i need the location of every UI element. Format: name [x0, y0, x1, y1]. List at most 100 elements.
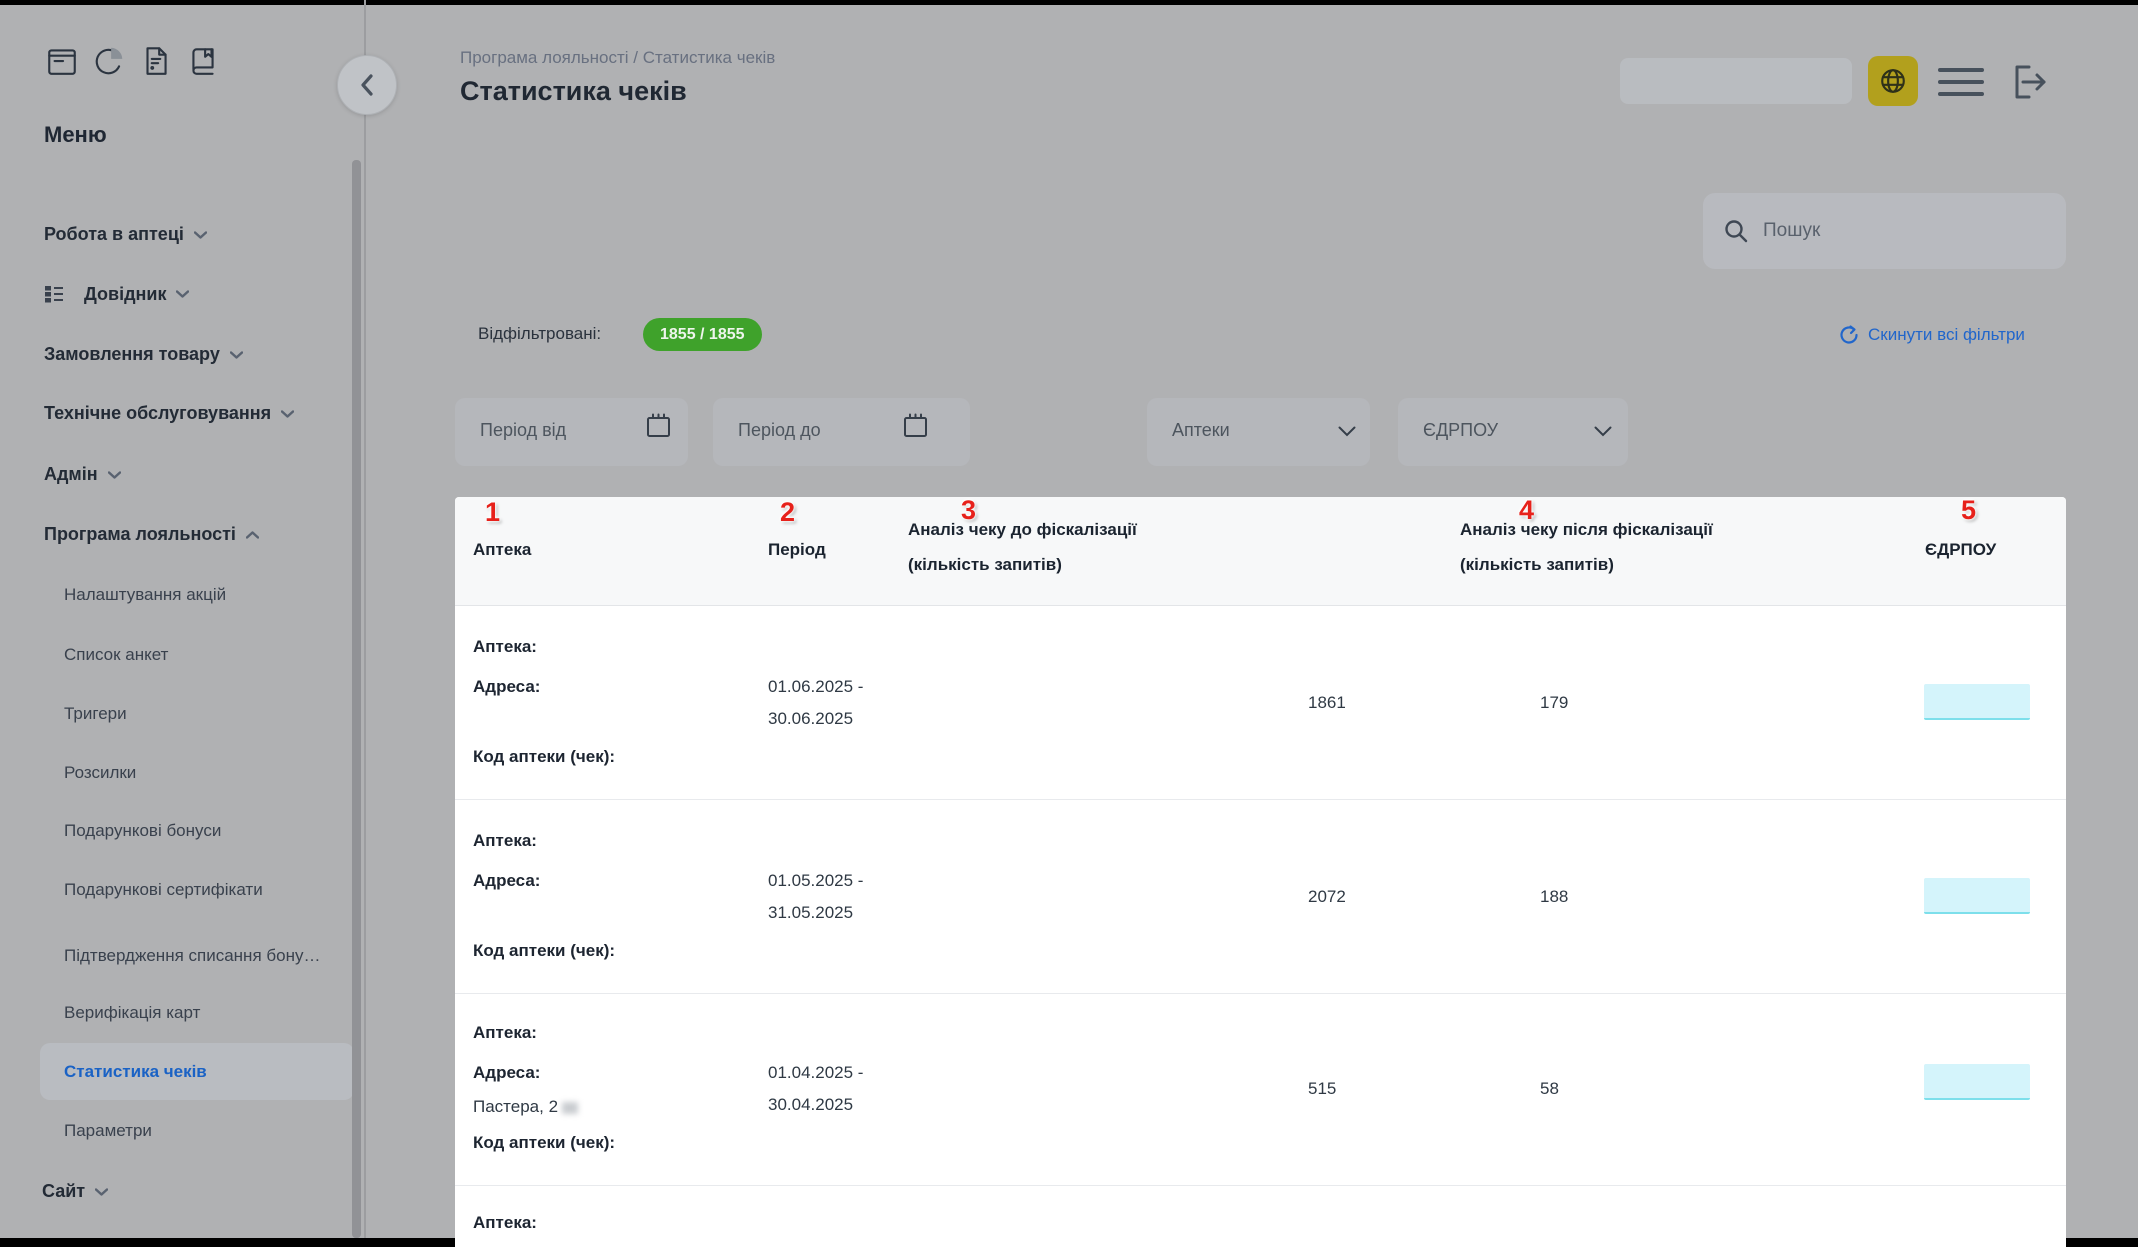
chevron-down-icon	[95, 1187, 109, 1196]
sidebar-item-statystyka-chekiv[interactable]: Статистика чеків	[64, 1062, 207, 1081]
code-label: Код аптеки (чек):	[473, 1133, 616, 1152]
hamburger-menu-button[interactable]	[1938, 68, 1984, 96]
address-label: Адреса:	[473, 871, 541, 890]
period-to: 30.04.2025	[768, 1095, 854, 1114]
column-header-pre-fiscal-line1: Аналіз чеку до фіскалізації	[908, 520, 1137, 539]
archive-box-icon[interactable]	[45, 44, 79, 78]
chevron-down-icon	[193, 230, 207, 239]
table-row: Аптека: Адреса: Код аптеки (чек): 01.05.…	[455, 800, 2066, 994]
sidebar-quick-icons	[45, 44, 220, 78]
chevron-up-icon	[245, 530, 259, 539]
search-placeholder: Пошук	[1763, 220, 1821, 241]
column-header-period: Період	[768, 540, 826, 559]
sidebar-scrollbar[interactable]	[352, 160, 361, 1238]
sidebar-active-highlight	[40, 1043, 354, 1100]
period-from: 01.06.2025 -	[768, 677, 864, 696]
filter-period-from[interactable]: Період від	[455, 398, 688, 466]
pharmacy-label: Аптека:	[473, 1213, 537, 1232]
table-row: Аптека:	[455, 1185, 2066, 1247]
receipts-statistics-table: 1 2 3 4 5 Аптека Період Аналіз чеку до ф…	[455, 497, 2066, 1247]
column-header-pre-fiscal-line2: (кількість запитів)	[908, 555, 1062, 574]
table-row: Аптека: Адреса: Код аптеки (чек): 01.06.…	[455, 606, 2066, 800]
period-to: 31.05.2025	[768, 903, 854, 922]
chevron-left-icon	[361, 74, 373, 96]
calendar-icon	[647, 413, 670, 437]
breadcrumb: Програма лояльності / Статистика чеків	[460, 48, 776, 67]
period-to: 30.06.2025	[768, 709, 854, 728]
sidebar-item-nalashtuvannya-aktsiy[interactable]: Налаштування акцій	[64, 585, 227, 604]
address-label: Адреса:	[473, 1063, 541, 1082]
column-header-post-fiscal-line2: (кількість запитів)	[1460, 555, 1614, 574]
chevron-down-icon	[1338, 426, 1356, 437]
pharmacy-label: Аптека:	[473, 637, 537, 656]
table-row: Аптека: Адреса: Пастера, 2 Код аптеки (ч…	[455, 992, 2066, 1186]
redaction-smudge	[562, 1101, 579, 1114]
chevron-down-icon	[107, 470, 121, 479]
filter-edrpou-select[interactable]: ЄДРПОУ	[1398, 398, 1628, 466]
code-label: Код аптеки (чек):	[473, 747, 616, 766]
reset-filters-link[interactable]: Скинути всі фільтри	[1838, 324, 2025, 346]
search-input[interactable]: Пошук	[1703, 193, 2066, 269]
sidebar-item-parametry[interactable]: Параметри	[64, 1121, 152, 1140]
code-label: Код аптеки (чек):	[473, 941, 616, 960]
chevron-down-icon	[1594, 426, 1612, 437]
pharmacy-label: Аптека:	[473, 831, 537, 850]
column-header-edrpou: ЄДРПОУ	[1925, 540, 1997, 559]
filtered-label: Відфільтровані:	[478, 324, 602, 343]
pie-chart-icon[interactable]	[92, 44, 126, 78]
book-icon[interactable]	[186, 44, 220, 78]
pre-fiscal-count: 2072	[1308, 887, 1346, 906]
top-black-bar	[0, 0, 2138, 5]
filter-pharmacies-select[interactable]: Аптеки	[1147, 398, 1370, 466]
annotation-1: 1	[485, 497, 501, 527]
globe-icon	[1881, 69, 1905, 93]
post-fiscal-count: 179	[1540, 693, 1569, 712]
column-header-pharmacy: Аптека	[473, 540, 532, 559]
sidebar: Меню Робота в аптеці Довідник Замовлення…	[0, 0, 366, 1247]
sidebar-item-pidtverdzhennya-spysannya[interactable]: Підтвердження списання бону…	[64, 946, 321, 965]
edrpou-redacted-value	[1924, 1064, 2030, 1100]
annotation-3: 3	[961, 497, 977, 525]
post-fiscal-count: 58	[1540, 1079, 1559, 1098]
document-icon[interactable]	[139, 44, 173, 78]
sidebar-item-robota-v-aptetsi[interactable]: Робота в аптеці	[44, 224, 207, 245]
sidebar-divider	[364, 0, 366, 1238]
sidebar-item-tryhery[interactable]: Тригери	[64, 704, 127, 723]
sidebar-item-rozsylky[interactable]: Розсилки	[64, 763, 137, 782]
address-value: Пастера, 2	[473, 1097, 579, 1117]
logout-button[interactable]	[2008, 60, 2050, 104]
reset-icon	[1840, 325, 1858, 344]
edrpou-redacted-value	[1924, 684, 2030, 720]
sidebar-item-veryfikatsiya-kart[interactable]: Верифікація карт	[64, 1003, 201, 1022]
chevron-down-icon	[229, 350, 243, 359]
sidebar-item-podarunkovi-bonusy[interactable]: Подарункові бонуси	[64, 821, 222, 840]
period-from: 01.05.2025 -	[768, 871, 864, 890]
sidebar-menu-title: Меню	[44, 122, 107, 147]
pharmacy-label: Аптека:	[473, 1023, 537, 1042]
sidebar-item-prohrama-loyalnosti[interactable]: Програма лояльності	[44, 524, 259, 545]
sidebar-collapse-button[interactable]	[337, 55, 397, 115]
sidebar-item-spysok-anket[interactable]: Список анкет	[64, 645, 169, 664]
sidebar-item-tekhnichne[interactable]: Технічне обслуговування	[44, 403, 295, 424]
column-header-post-fiscal-line1: Аналіз чеку після фіскалізації	[1460, 520, 1713, 539]
language-button[interactable]	[1868, 56, 1918, 106]
sidebar-item-zamovlennya[interactable]: Замовлення товару	[44, 344, 243, 365]
edrpou-redacted-value	[1924, 878, 2030, 914]
annotation-4: 4	[1519, 497, 1535, 525]
page-title: Статистика чеків	[460, 76, 687, 106]
calendar-icon	[904, 413, 927, 437]
sidebar-item-dovidnyk[interactable]: Довідник	[42, 282, 190, 306]
filtered-count-badge: 1855 / 1855	[643, 318, 762, 351]
filter-period-to[interactable]: Період до	[713, 398, 970, 466]
table-header: 1 2 3 4 5 Аптека Період Аналіз чеку до ф…	[455, 497, 2066, 606]
sidebar-item-podarunkovi-sertyfikaty[interactable]: Подарункові сертифікати	[64, 880, 263, 899]
period-from: 01.04.2025 -	[768, 1063, 864, 1082]
post-fiscal-count: 188	[1540, 887, 1569, 906]
search-icon	[1725, 220, 1748, 243]
sidebar-item-admin[interactable]: Адмін	[44, 464, 121, 485]
user-info-placeholder[interactable]	[1620, 58, 1852, 104]
list-table-icon	[45, 286, 63, 303]
address-label: Адреса:	[473, 677, 541, 696]
sidebar-item-sayt[interactable]: Сайт	[42, 1181, 109, 1202]
